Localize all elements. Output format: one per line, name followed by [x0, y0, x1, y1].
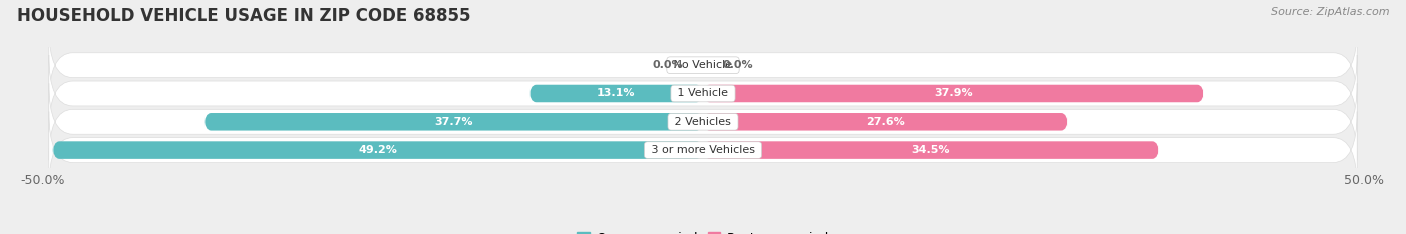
FancyBboxPatch shape — [703, 141, 1159, 159]
Text: 37.9%: 37.9% — [934, 88, 973, 99]
Text: 1 Vehicle: 1 Vehicle — [675, 88, 731, 99]
Text: 3 or more Vehicles: 3 or more Vehicles — [648, 145, 758, 155]
FancyBboxPatch shape — [49, 83, 1357, 160]
Text: 37.7%: 37.7% — [434, 117, 474, 127]
Text: Source: ZipAtlas.com: Source: ZipAtlas.com — [1271, 7, 1389, 17]
FancyBboxPatch shape — [53, 141, 703, 159]
FancyBboxPatch shape — [703, 113, 1067, 131]
FancyBboxPatch shape — [49, 27, 1357, 104]
FancyBboxPatch shape — [49, 55, 1357, 132]
FancyBboxPatch shape — [49, 112, 1357, 189]
Text: HOUSEHOLD VEHICLE USAGE IN ZIP CODE 68855: HOUSEHOLD VEHICLE USAGE IN ZIP CODE 6885… — [17, 7, 471, 25]
Text: 13.1%: 13.1% — [598, 88, 636, 99]
FancyBboxPatch shape — [205, 113, 703, 131]
FancyBboxPatch shape — [530, 85, 703, 102]
Text: 0.0%: 0.0% — [723, 60, 754, 70]
Text: 27.6%: 27.6% — [866, 117, 905, 127]
FancyBboxPatch shape — [703, 85, 1204, 102]
Text: 0.0%: 0.0% — [652, 60, 683, 70]
Text: 2 Vehicles: 2 Vehicles — [671, 117, 735, 127]
Text: No Vehicle: No Vehicle — [671, 60, 735, 70]
Legend: Owner-occupied, Renter-occupied: Owner-occupied, Renter-occupied — [572, 227, 834, 234]
Text: 34.5%: 34.5% — [911, 145, 950, 155]
Text: 49.2%: 49.2% — [359, 145, 398, 155]
